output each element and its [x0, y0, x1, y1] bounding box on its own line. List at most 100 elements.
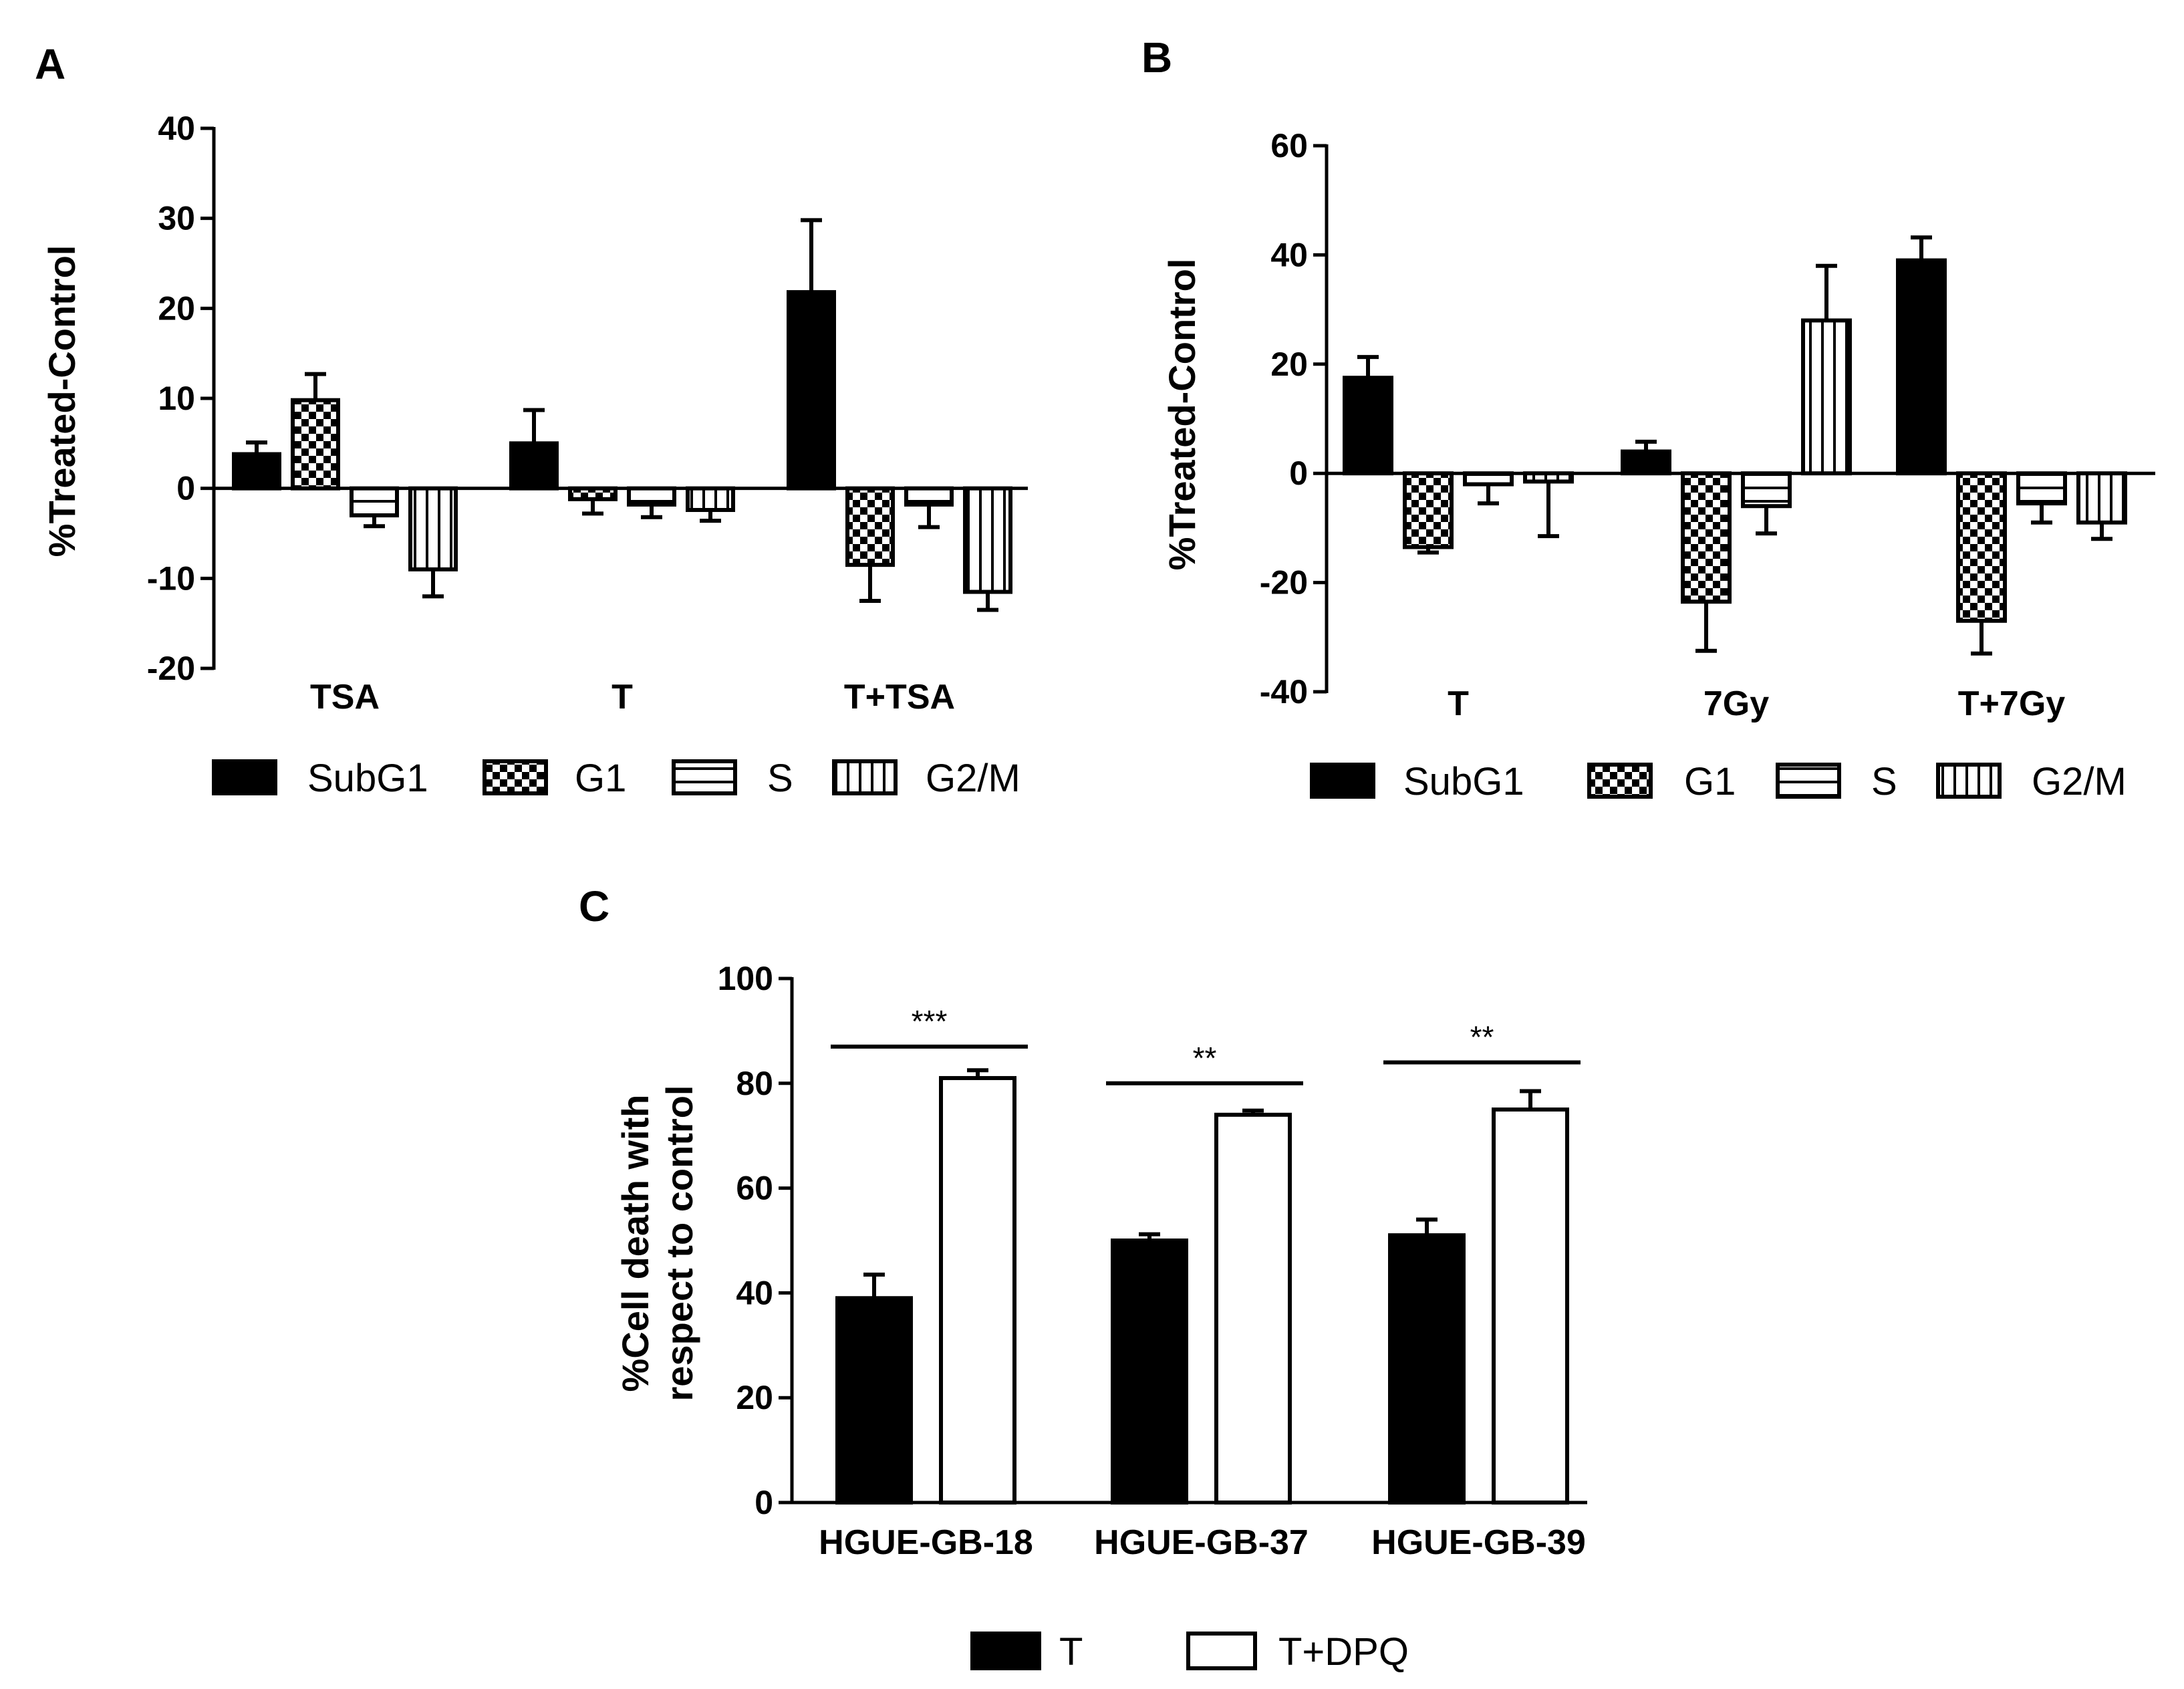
- panel-a-y-axis-title: %Treated-Control: [41, 245, 83, 557]
- panel-c-significance: *******: [831, 1004, 1581, 1085]
- bar-subg1-tsa: [232, 452, 281, 491]
- bar-g1-tsa: [291, 398, 340, 491]
- panel-a-legend: SubG1 G1 S G2/M: [212, 757, 1020, 800]
- legend-swatch-t: [970, 1632, 1041, 1670]
- y-tick-label: 40: [1270, 236, 1308, 273]
- legend-label: T+DPQ: [1278, 1630, 1409, 1674]
- panel-b-legend: SubG1 G1 S G2/M: [1310, 760, 2127, 803]
- panel-c-y-axis-title-line-2: respect to control: [658, 1085, 700, 1402]
- bar-g1-t-tsa: [845, 486, 895, 567]
- legend-label: G1: [1684, 760, 1736, 803]
- y-tick-label: 60: [736, 1170, 773, 1207]
- y-tick-label: -20: [147, 650, 195, 687]
- legend-swatch-g2-m: [832, 759, 898, 795]
- legend-swatch-g1: [483, 759, 548, 795]
- y-tick-label: -10: [147, 559, 195, 597]
- legend-label: G2/M: [926, 757, 1020, 800]
- bar-s-7gy: [1741, 471, 1792, 509]
- bar-g1-t: [568, 486, 618, 501]
- y-tick-label: 30: [158, 200, 195, 237]
- bar-g1-t-7gy: [1956, 471, 2007, 623]
- panel-a-x-labels: TSA T T+TSA: [310, 678, 955, 717]
- panel-a-bars: [232, 218, 1012, 612]
- bar-s-tsa: [350, 486, 399, 518]
- bar-t-dpq-hgue-gb-37: [1214, 1112, 1292, 1505]
- y-tick-label: 60: [1270, 127, 1308, 164]
- legend-label: S: [1871, 760, 1897, 803]
- bar-t-dpq-hgue-gb-39: [1492, 1108, 1569, 1505]
- legend-label: G2/M: [2032, 760, 2127, 803]
- bar-s-t-tsa: [904, 486, 954, 507]
- significance-label: **: [1193, 1041, 1217, 1075]
- x-category-label: 7Gy: [1703, 684, 1769, 723]
- legend-label: T: [1059, 1630, 1083, 1674]
- significance-label: **: [1470, 1019, 1494, 1054]
- bar-g2-m-tsa: [408, 486, 458, 571]
- panel-c-bars: [835, 1068, 1569, 1505]
- bar-t-hgue-gb-18: [835, 1296, 913, 1505]
- bar-s-t: [627, 486, 676, 507]
- x-category-label: HGUE-GB-37: [1094, 1523, 1309, 1562]
- bar-subg1-t: [1343, 376, 1393, 476]
- legend-label: SubG1: [307, 757, 428, 800]
- x-category-label: T: [611, 678, 633, 717]
- panel-b-bars: [1343, 235, 2127, 656]
- legend-swatch-s: [672, 759, 737, 795]
- legend-label: S: [767, 757, 793, 800]
- legend-swatch-g1: [1587, 763, 1653, 799]
- bar-subg1-t-tsa: [787, 290, 836, 491]
- bar-subg1-7gy: [1621, 449, 1671, 476]
- y-tick-label: 20: [1270, 346, 1308, 383]
- bar-t-hgue-gb-37: [1111, 1239, 1188, 1505]
- legend-swatch-t-dpq: [1186, 1632, 1257, 1670]
- bar-subg1-t-7gy: [1896, 258, 1947, 476]
- legend-swatch-g2-m: [1936, 763, 2002, 799]
- legend-swatch-subg1: [212, 759, 277, 795]
- x-category-label: T+7Gy: [1958, 684, 2065, 723]
- bar-g2-m-t-tsa: [963, 486, 1012, 594]
- panel-b-label: B: [1141, 33, 1172, 82]
- panel-b-y-axis-title: %Treated-Control: [1161, 259, 1203, 571]
- significance-label: ***: [912, 1004, 948, 1039]
- y-tick-label: 0: [755, 1484, 773, 1521]
- bar-t-dpq-hgue-gb-18: [939, 1075, 1016, 1505]
- y-tick-label: 20: [158, 289, 195, 327]
- panel-c-label: C: [579, 882, 609, 930]
- x-category-label: HGUE-GB-39: [1371, 1523, 1586, 1562]
- y-tick-label: 20: [736, 1379, 773, 1416]
- y-tick-label: -20: [1260, 564, 1308, 602]
- y-tick-label: 80: [736, 1065, 773, 1102]
- bar-subg1-t: [509, 441, 559, 491]
- y-tick-label: 10: [158, 380, 195, 417]
- y-tick-label: -40: [1260, 673, 1308, 710]
- panel-b-x-labels: T 7Gy T+7Gy: [1448, 684, 2065, 723]
- x-category-label: T+TSA: [844, 678, 955, 717]
- panel-b: B %Treated-Control -40 -20 0 20 40 60 T 7Gy T+7…: [1141, 33, 2155, 803]
- bar-g2-m-t: [686, 486, 735, 512]
- bar-g1-t: [1403, 471, 1454, 549]
- bar-t-hgue-gb-39: [1388, 1233, 1466, 1505]
- x-category-label: HGUE-GB-18: [819, 1523, 1033, 1562]
- legend-swatch-subg1: [1310, 763, 1375, 799]
- panel-c-y-axis-title-line-1: %Cell death with: [614, 1095, 656, 1392]
- y-tick-label: 40: [736, 1274, 773, 1311]
- panel-a-y-axis: -20 -10 0 10 20 30 40: [147, 110, 1028, 687]
- bar-s-t: [1463, 471, 1514, 487]
- y-tick-label: 0: [176, 470, 195, 507]
- panel-c: C %Cell death with respect to control 0 2…: [579, 882, 1587, 1674]
- bar-g2-m-t-7gy: [2076, 471, 2127, 525]
- bar-g1-7gy: [1681, 471, 1732, 604]
- legend-label: G1: [575, 757, 626, 800]
- legend-label: SubG1: [1403, 760, 1524, 803]
- x-category-label: T: [1448, 684, 1469, 723]
- legend-swatch-s: [1776, 763, 1841, 799]
- panel-c-legend: T T+DPQ: [970, 1630, 1409, 1674]
- y-tick-label: 100: [718, 960, 773, 997]
- bar-g2-m-t: [1523, 471, 1574, 484]
- panel-c-x-labels: HGUE-GB-18 HGUE-GB-37 HGUE-GB-39: [819, 1523, 1586, 1562]
- bar-s-t-7gy: [2016, 471, 2067, 506]
- x-category-label: TSA: [310, 678, 380, 717]
- y-tick-label: 0: [1289, 454, 1308, 492]
